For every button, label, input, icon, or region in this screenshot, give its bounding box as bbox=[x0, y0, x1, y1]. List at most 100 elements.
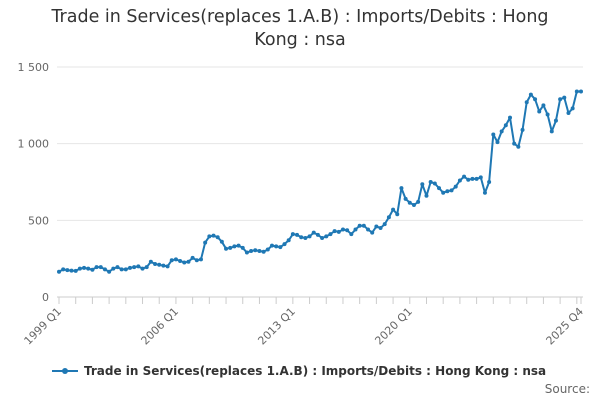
data-point bbox=[286, 238, 291, 243]
y-tick-label: 0 bbox=[42, 291, 49, 304]
data-point bbox=[508, 115, 513, 120]
data-point bbox=[336, 229, 341, 234]
data-point bbox=[261, 249, 266, 254]
data-point bbox=[537, 109, 542, 114]
data-point bbox=[411, 203, 416, 207]
chart-title: Trade in Services(replaces 1.A.B) : Impo… bbox=[0, 6, 600, 52]
data-point bbox=[487, 180, 492, 184]
x-tick-label: 2020 Q1 bbox=[372, 305, 415, 348]
data-point bbox=[236, 243, 241, 248]
data-point bbox=[340, 227, 345, 232]
data-point bbox=[77, 266, 82, 271]
gridlines bbox=[57, 66, 583, 221]
data-point bbox=[428, 180, 433, 184]
data-point bbox=[332, 229, 337, 234]
data-point bbox=[219, 239, 224, 244]
data-point bbox=[491, 132, 496, 137]
data-point bbox=[65, 268, 70, 273]
data-point bbox=[194, 258, 199, 263]
chart-title-line-1: Trade in Services(replaces 1.A.B) : Impo… bbox=[51, 7, 549, 27]
y-tick-label: 500 bbox=[28, 214, 49, 227]
data-point bbox=[562, 95, 567, 100]
data-point bbox=[528, 92, 533, 97]
data-point bbox=[232, 244, 237, 249]
data-point bbox=[370, 230, 375, 235]
data-point bbox=[249, 249, 254, 253]
series-group bbox=[57, 89, 583, 274]
legend[interactable]: Trade in Services(replaces 1.A.B) : Impo… bbox=[52, 364, 546, 378]
data-point bbox=[345, 228, 350, 233]
data-point bbox=[324, 234, 329, 239]
x-tick-label: 2013 Q1 bbox=[255, 305, 298, 348]
data-point bbox=[466, 177, 471, 182]
data-point bbox=[512, 141, 517, 146]
data-point bbox=[102, 267, 107, 272]
data-point bbox=[437, 186, 442, 191]
data-point bbox=[157, 262, 162, 267]
data-point bbox=[516, 144, 521, 149]
data-point bbox=[549, 129, 554, 134]
data-point bbox=[299, 235, 304, 240]
data-point bbox=[269, 243, 274, 248]
data-point bbox=[182, 260, 187, 265]
data-point bbox=[457, 178, 462, 183]
data-point bbox=[161, 263, 166, 268]
data-point bbox=[378, 226, 383, 230]
data-point bbox=[574, 89, 579, 94]
data-point bbox=[290, 232, 295, 237]
data-point bbox=[579, 89, 583, 94]
data-point bbox=[98, 265, 103, 270]
data-point bbox=[274, 244, 279, 249]
data-point bbox=[361, 223, 366, 228]
data-point bbox=[533, 97, 538, 102]
data-point bbox=[73, 268, 78, 273]
data-point bbox=[420, 182, 425, 187]
data-point bbox=[228, 245, 233, 250]
data-point bbox=[240, 245, 245, 250]
data-point bbox=[320, 235, 325, 240]
data-point bbox=[257, 249, 262, 253]
data-point bbox=[386, 215, 391, 220]
x-axis: 1999 Q1 2006 Q1 2013 Q1 2020 Q1 2025 Q4 bbox=[22, 296, 586, 348]
data-point bbox=[190, 255, 195, 260]
data-point bbox=[524, 100, 529, 105]
y-axis: 0 500 1 000 1 500 bbox=[18, 61, 50, 304]
data-point bbox=[441, 190, 446, 195]
data-point bbox=[541, 103, 546, 108]
data-point bbox=[558, 97, 563, 102]
data-point bbox=[470, 176, 475, 181]
data-point bbox=[424, 193, 429, 198]
data-point bbox=[144, 265, 149, 270]
data-point bbox=[203, 240, 208, 245]
data-point bbox=[520, 127, 525, 132]
data-point bbox=[295, 232, 300, 237]
data-point bbox=[366, 227, 371, 232]
data-point bbox=[211, 233, 216, 238]
data-point bbox=[153, 262, 158, 267]
data-point bbox=[303, 235, 308, 240]
data-point bbox=[69, 268, 74, 273]
data-point bbox=[482, 190, 487, 195]
data-point bbox=[474, 176, 479, 181]
data-point bbox=[432, 181, 437, 186]
y-tick-label: 1 000 bbox=[18, 138, 50, 151]
data-point bbox=[357, 223, 362, 228]
data-point bbox=[391, 207, 396, 212]
data-point bbox=[94, 265, 99, 270]
data-point bbox=[127, 265, 132, 270]
data-point bbox=[503, 123, 508, 128]
data-point bbox=[224, 246, 229, 251]
data-point bbox=[115, 265, 120, 270]
data-point bbox=[553, 118, 558, 123]
x-tick-label: 1999 Q1 bbox=[22, 305, 65, 348]
data-point bbox=[328, 232, 333, 237]
data-point bbox=[403, 196, 408, 201]
data-point bbox=[207, 234, 212, 239]
series-line bbox=[58, 90, 581, 273]
data-point bbox=[111, 266, 116, 271]
data-point bbox=[90, 267, 95, 272]
data-point bbox=[57, 269, 61, 274]
data-point bbox=[570, 106, 575, 111]
data-point bbox=[349, 232, 354, 237]
data-point bbox=[395, 212, 400, 217]
